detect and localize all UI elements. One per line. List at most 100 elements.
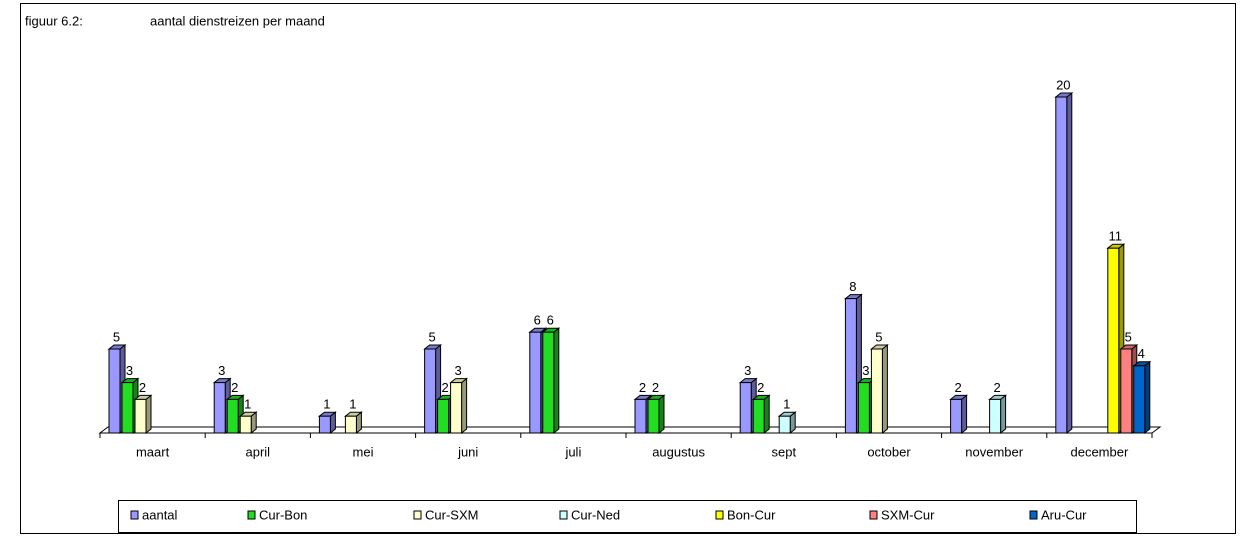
bar-side: [961, 394, 968, 435]
bar-side: [1000, 394, 1007, 435]
legend-label: Cur-Bon: [259, 507, 307, 522]
legend-swatch: [413, 510, 422, 520]
value-label: 11: [1109, 229, 1123, 244]
bar-side: [1144, 360, 1151, 435]
value-label: 2: [231, 380, 238, 395]
bar-front: [213, 382, 226, 434]
legend-swatch: [715, 510, 724, 520]
value-label: 8: [849, 279, 856, 294]
bar-side: [1066, 91, 1073, 435]
bar-front: [950, 398, 963, 434]
legend-label: Cur-Ned: [571, 507, 620, 522]
value-label: 1: [323, 397, 330, 412]
x-tick-label: december: [1070, 444, 1128, 459]
bar-side: [553, 327, 560, 435]
bar: [988, 394, 1008, 435]
bar: [869, 343, 889, 435]
bar-front: [344, 415, 357, 434]
bar-front: [844, 298, 857, 434]
legend: [118, 500, 1137, 533]
legend-label: Cur-SXM: [425, 507, 478, 522]
bar-front: [989, 398, 1002, 434]
bar-front: [318, 415, 331, 434]
bar: [1054, 91, 1074, 435]
legend-label: Bon-Cur: [727, 507, 776, 522]
bar-front: [752, 398, 765, 434]
bar: [238, 411, 258, 435]
x-tick-label: november: [965, 444, 1023, 459]
legend-swatch: [1029, 510, 1038, 520]
bar: [1132, 360, 1152, 435]
value-label: 20: [1056, 77, 1070, 92]
bar-front: [134, 398, 147, 434]
bar-side: [658, 394, 665, 435]
bar: [949, 394, 969, 435]
value-label: 3: [862, 363, 869, 378]
value-label: 1: [349, 397, 356, 412]
bar-front: [542, 331, 555, 434]
legend-swatch: [130, 510, 139, 520]
x-tick-label: juni: [457, 444, 478, 459]
value-label: 2: [954, 380, 961, 395]
chart-label: figuur 6.2:: [25, 13, 83, 28]
value-label: 2: [757, 380, 764, 395]
x-tick-label: juli: [564, 444, 581, 459]
bar-front: [424, 348, 437, 434]
x-tick-label: mei: [353, 444, 374, 459]
bar-side: [763, 394, 770, 435]
value-label: 5: [428, 329, 435, 344]
x-tick-label: october: [867, 444, 911, 459]
bar-front: [1120, 348, 1133, 434]
value-label: 3: [744, 363, 751, 378]
bar: [449, 377, 469, 435]
bar-front: [778, 415, 791, 434]
value-label: 1: [244, 397, 251, 412]
value-label: 4: [1138, 346, 1145, 361]
bar-side: [461, 377, 468, 435]
bar-front: [857, 382, 870, 434]
bar-front: [226, 398, 239, 434]
value-label: 2: [441, 380, 448, 395]
value-label: 5: [875, 329, 882, 344]
value-label: 2: [993, 380, 1000, 395]
bar-front: [121, 382, 134, 434]
value-label: 5: [1125, 329, 1132, 344]
bar: [646, 394, 666, 435]
bar-front: [108, 348, 121, 434]
bar-front: [239, 415, 252, 434]
value-label: 3: [218, 363, 225, 378]
bar-front: [870, 348, 883, 434]
bar: [751, 394, 771, 435]
legend-label: Aru-Cur: [1041, 507, 1087, 522]
bar-front: [450, 382, 463, 434]
value-label: 1: [783, 397, 790, 412]
bar-front: [634, 398, 647, 434]
bar-side: [145, 394, 152, 435]
bar-front: [647, 398, 660, 434]
value-label: 3: [126, 363, 133, 378]
bar: [777, 411, 797, 435]
bar: [133, 394, 153, 435]
floor: [98, 426, 1162, 434]
bar: [317, 411, 337, 435]
x-tick-label: maart: [136, 444, 170, 459]
legend-swatch: [869, 510, 878, 520]
legend-label: SXM-Cur: [881, 507, 935, 522]
value-label: 3: [454, 363, 461, 378]
bar: [343, 411, 363, 435]
bar-front: [1133, 365, 1146, 434]
x-tick-label: sept: [772, 444, 797, 459]
value-label: 2: [639, 380, 646, 395]
bar-front: [1107, 247, 1120, 434]
legend-label: aantal: [142, 507, 178, 522]
value-label: 6: [547, 313, 554, 328]
x-tick-label: april: [246, 444, 271, 459]
value-label: 2: [139, 380, 146, 395]
value-label: 2: [652, 380, 659, 395]
value-label: 6: [534, 313, 541, 328]
bar-front: [437, 398, 450, 434]
bar-front: [529, 331, 542, 434]
legend-swatch: [559, 510, 568, 520]
value-label: 5: [113, 329, 120, 344]
